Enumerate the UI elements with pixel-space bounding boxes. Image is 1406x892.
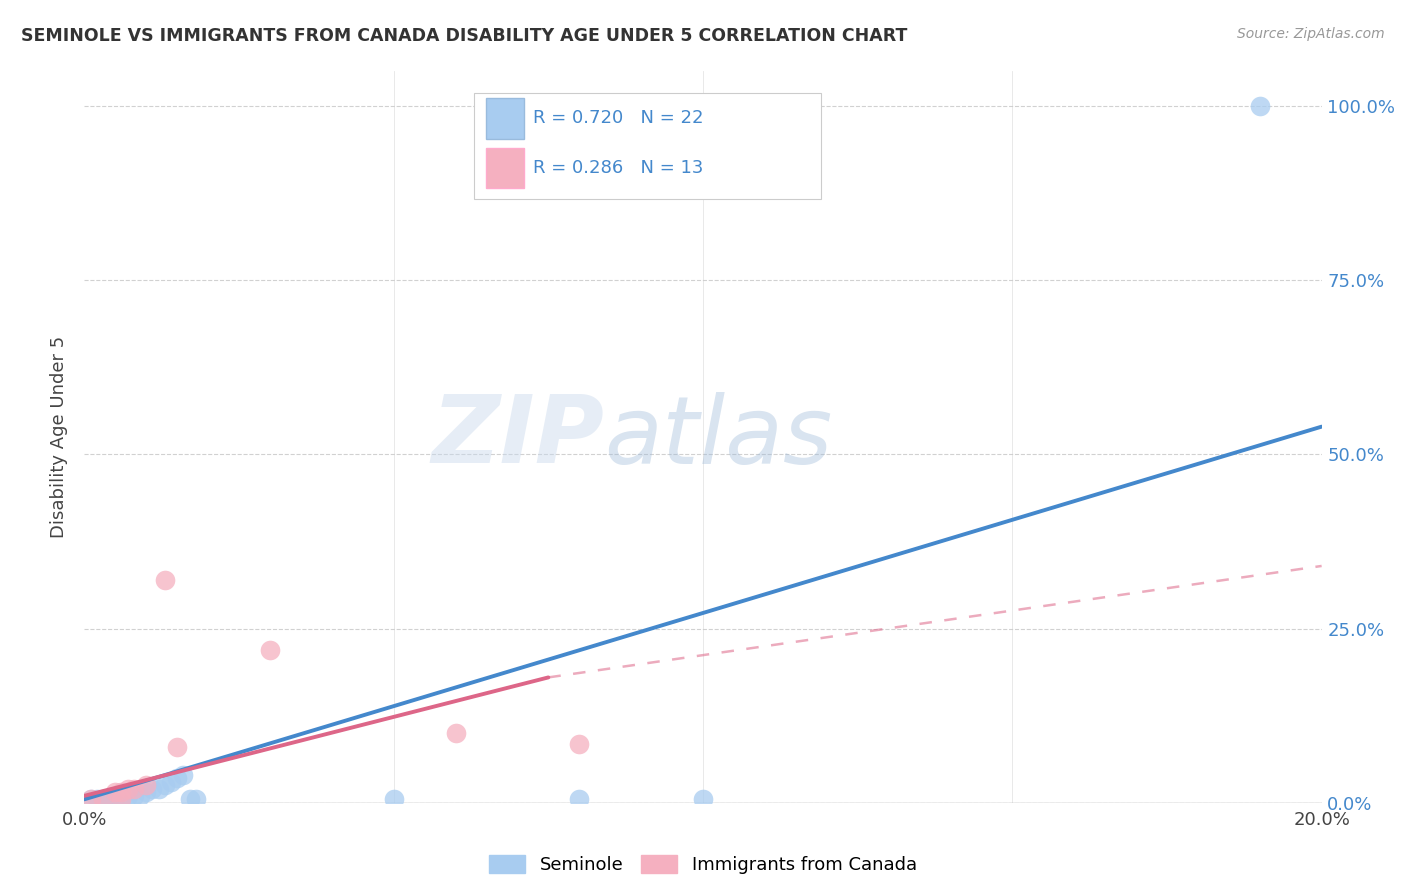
FancyBboxPatch shape (486, 148, 523, 188)
FancyBboxPatch shape (474, 94, 821, 200)
Point (179, 792, 201, 806)
Point (166, 740, 188, 755)
Point (104, 792, 127, 806)
Point (148, 781, 170, 796)
Point (259, 642, 281, 657)
Point (568, 792, 591, 806)
FancyBboxPatch shape (486, 98, 523, 138)
Point (117, 789, 139, 803)
Point (160, 775, 183, 789)
Point (135, 785, 157, 799)
Text: R = 0.720   N = 22: R = 0.720 N = 22 (533, 109, 704, 128)
Point (166, 772, 188, 786)
Y-axis label: Disability Age Under 5: Disability Age Under 5 (51, 336, 69, 538)
Point (692, 792, 714, 806)
Point (110, 785, 132, 799)
Point (91, 792, 114, 806)
Point (122, 789, 145, 803)
Point (172, 768, 194, 782)
Text: SEMINOLE VS IMMIGRANTS FROM CANADA DISABILITY AGE UNDER 5 CORRELATION CHART: SEMINOLE VS IMMIGRANTS FROM CANADA DISAB… (21, 27, 907, 45)
Point (86, 792, 108, 806)
Text: atlas: atlas (605, 392, 832, 483)
Point (135, 778, 157, 792)
Point (79, 792, 101, 806)
Point (110, 792, 132, 806)
Text: Source: ZipAtlas.com: Source: ZipAtlas.com (1237, 27, 1385, 41)
Point (141, 781, 163, 796)
Point (122, 781, 145, 796)
Point (91, 792, 114, 806)
Point (117, 781, 139, 796)
Point (153, 778, 176, 792)
Point (98, 792, 121, 806)
Point (444, 726, 467, 740)
Point (568, 737, 591, 751)
Point (104, 785, 127, 799)
Text: ZIP: ZIP (432, 391, 605, 483)
Text: R = 0.286   N = 13: R = 0.286 N = 13 (533, 159, 704, 177)
Point (153, 573, 176, 587)
Point (129, 789, 152, 803)
Point (79, 792, 101, 806)
Point (184, 792, 207, 806)
Legend: Seminole, Immigrants from Canada: Seminole, Immigrants from Canada (482, 847, 924, 881)
Point (110, 792, 132, 806)
Point (1249, 99, 1271, 113)
Point (382, 792, 405, 806)
